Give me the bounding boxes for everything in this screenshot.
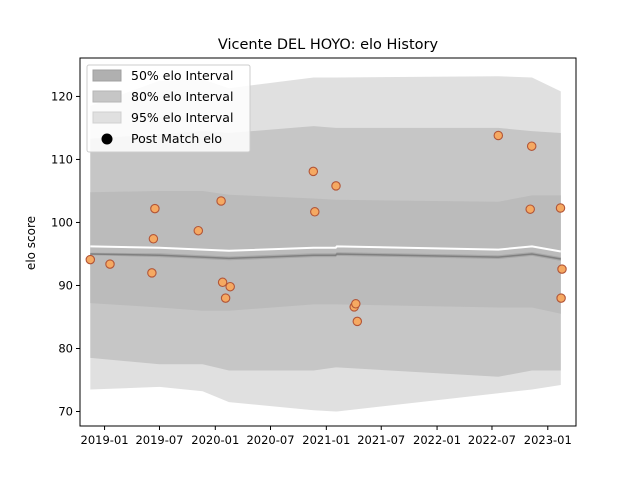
post-match-points bbox=[85, 130, 567, 327]
legend-label-95: 95% elo Interval bbox=[131, 110, 233, 125]
data-point bbox=[148, 234, 159, 244]
legend-label-50: 50% elo Interval bbox=[131, 68, 233, 83]
data-point bbox=[351, 299, 361, 309]
x-tick-label: 2023-01 bbox=[524, 433, 572, 447]
data-point bbox=[217, 277, 228, 288]
x-tick-label: 2019-07 bbox=[135, 433, 183, 447]
data-point bbox=[308, 166, 319, 177]
data-point bbox=[525, 204, 535, 214]
y-tick-label: 120 bbox=[51, 89, 73, 103]
band-50-interval bbox=[90, 191, 561, 314]
data-point bbox=[150, 203, 160, 214]
y-tick-label: 70 bbox=[58, 405, 73, 419]
data-point bbox=[220, 293, 231, 303]
mean-line-layer bbox=[90, 245, 561, 260]
data-point bbox=[193, 225, 204, 236]
data-point bbox=[225, 281, 235, 292]
y-axis-label: elo score bbox=[24, 216, 38, 270]
data-point bbox=[352, 316, 363, 327]
x-ticks: 2019-01 2019-07 2020-01 2020-07 2021-01 2021-… bbox=[81, 426, 572, 447]
legend-swatch-95 bbox=[92, 111, 122, 124]
y-tick-label: 110 bbox=[51, 152, 73, 166]
data-point bbox=[85, 254, 96, 265]
y-tick-label: 100 bbox=[51, 215, 73, 229]
data-point bbox=[147, 268, 157, 278]
data-point bbox=[310, 207, 320, 217]
x-tick-label: 2022-01 bbox=[413, 433, 461, 447]
data-point bbox=[557, 264, 567, 274]
chart-title: Vicente DEL HOYO: elo History bbox=[218, 37, 439, 53]
x-tick-label: 2021-01 bbox=[302, 433, 350, 447]
x-tick-label: 2019-01 bbox=[81, 433, 129, 447]
data-point bbox=[555, 203, 566, 213]
x-tick-label: 2021-07 bbox=[357, 433, 405, 447]
legend: 50% elo Interval 80% elo Interval 95% el… bbox=[86, 64, 251, 153]
plot-frame bbox=[79, 57, 577, 427]
legend-frame bbox=[86, 64, 251, 153]
y-tick-label: 80 bbox=[58, 341, 73, 355]
y-ticks: 70 80 90 100 110 120 bbox=[51, 89, 80, 419]
legend-label-post-match: Post Match elo bbox=[131, 131, 222, 146]
mean-elo-line bbox=[90, 253, 561, 260]
data-point bbox=[493, 130, 504, 141]
x-tick-label: 2020-07 bbox=[246, 433, 294, 447]
legend-marker-post-match bbox=[101, 133, 113, 145]
data-point bbox=[331, 181, 341, 191]
legend-swatch-80 bbox=[92, 90, 122, 103]
band-50-core bbox=[90, 252, 561, 261]
data-point bbox=[526, 141, 537, 151]
x-tick-label: 2020-01 bbox=[191, 433, 239, 447]
data-point bbox=[216, 196, 226, 206]
legend-swatch-50 bbox=[92, 69, 122, 82]
interval-bands bbox=[90, 76, 561, 412]
x-tick-label: 2022-07 bbox=[468, 433, 516, 447]
mean-highlight-line bbox=[90, 245, 561, 253]
data-point bbox=[556, 293, 566, 303]
y-tick-label: 90 bbox=[58, 278, 73, 292]
legend-label-80: 80% elo Interval bbox=[131, 89, 233, 104]
data-point bbox=[105, 259, 115, 269]
